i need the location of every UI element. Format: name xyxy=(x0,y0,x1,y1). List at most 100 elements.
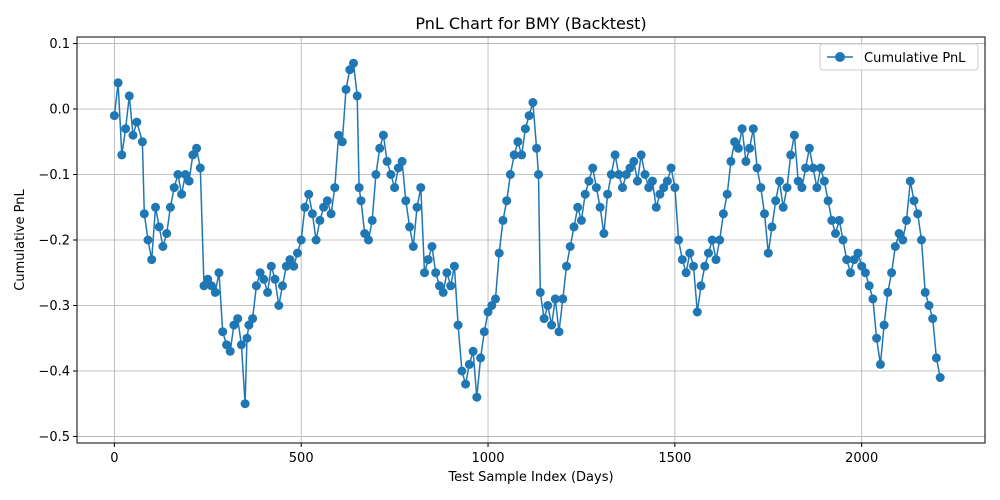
data-point xyxy=(124,91,134,101)
data-point xyxy=(767,222,777,232)
data-point xyxy=(416,183,426,193)
data-point xyxy=(177,189,187,199)
data-point xyxy=(446,281,456,291)
data-point xyxy=(173,170,183,179)
data-point xyxy=(913,209,923,219)
data-point xyxy=(797,183,807,193)
y-tick-label: −0.5 xyxy=(38,430,70,445)
data-point xyxy=(595,202,605,212)
data-point xyxy=(715,235,725,245)
y-axis-label: Cumulative PnL xyxy=(13,189,28,291)
legend-marker xyxy=(835,52,845,62)
data-point xyxy=(165,202,175,212)
data-point xyxy=(184,176,194,186)
data-point xyxy=(775,176,784,186)
data-point xyxy=(483,307,493,317)
x-axis-ticks: 0 500 1000 1500 2000 xyxy=(110,443,878,466)
data-point xyxy=(707,235,717,245)
y-tick-label: −0.4 xyxy=(38,364,70,379)
data-point xyxy=(307,209,317,219)
data-point xyxy=(700,261,710,271)
x-tick-label: 500 xyxy=(289,451,314,466)
data-point xyxy=(584,176,594,186)
data-point xyxy=(547,320,557,330)
data-point xyxy=(887,268,897,278)
data-point xyxy=(491,294,500,304)
data-point xyxy=(842,255,852,265)
data-point xyxy=(349,58,358,68)
data-point xyxy=(875,359,885,369)
data-point xyxy=(778,202,788,212)
data-point xyxy=(162,229,172,238)
data-point xyxy=(390,183,400,193)
data-point xyxy=(464,359,474,369)
data-point xyxy=(330,183,340,193)
data-point xyxy=(513,137,523,147)
data-point xyxy=(812,183,822,193)
data-point xyxy=(539,314,549,324)
data-point xyxy=(240,399,250,409)
data-point xyxy=(479,327,489,337)
data-point xyxy=(236,340,246,350)
data-point xyxy=(397,156,407,166)
data-point xyxy=(427,242,437,251)
data-point xyxy=(730,137,740,147)
data-point xyxy=(356,196,366,206)
data-point xyxy=(606,170,616,179)
data-point xyxy=(677,255,687,265)
data-point xyxy=(528,98,538,107)
data-point xyxy=(132,117,142,127)
data-point xyxy=(636,150,646,160)
data-point xyxy=(453,320,463,330)
x-tick-label: 0 xyxy=(110,451,118,466)
x-axis-label: Test Sample Index (Days) xyxy=(447,470,613,485)
data-point xyxy=(532,143,542,153)
data-point xyxy=(192,143,202,153)
data-point xyxy=(520,124,530,134)
data-point xyxy=(543,301,553,310)
data-point xyxy=(498,215,508,225)
data-point xyxy=(214,268,224,278)
data-point xyxy=(928,314,938,324)
data-point xyxy=(210,287,220,297)
data-point xyxy=(139,209,149,219)
data-point xyxy=(285,255,295,265)
data-point xyxy=(808,163,818,173)
data-point xyxy=(782,183,792,193)
data-point xyxy=(487,301,497,310)
data-point xyxy=(367,215,377,225)
y-tick-label: 0.0 xyxy=(49,103,70,118)
data-point xyxy=(890,242,900,251)
data-point xyxy=(827,215,837,225)
data-point xyxy=(449,261,459,271)
data-point xyxy=(864,281,874,291)
data-point xyxy=(229,320,239,330)
data-point xyxy=(412,202,422,212)
data-point xyxy=(517,150,527,160)
chart-title: PnL Chart for BMY (Backtest) xyxy=(415,14,646,33)
data-point xyxy=(745,143,755,153)
data-point xyxy=(158,242,168,251)
data-point xyxy=(704,248,713,258)
data-point xyxy=(569,222,579,232)
data-point xyxy=(151,202,160,212)
y-tick-label: 0.1 xyxy=(49,37,70,52)
data-point xyxy=(341,84,351,94)
data-point xyxy=(789,130,799,140)
data-point xyxy=(509,150,519,160)
data-point xyxy=(883,287,893,297)
data-point xyxy=(534,170,543,179)
data-point xyxy=(468,346,478,356)
data-point xyxy=(259,274,269,284)
data-point xyxy=(405,222,415,232)
data-point xyxy=(423,255,433,265)
data-point xyxy=(853,248,863,258)
data-point xyxy=(603,189,613,199)
data-point xyxy=(457,366,467,376)
data-point xyxy=(386,170,396,179)
data-point xyxy=(846,268,855,278)
data-point xyxy=(718,209,728,219)
data-point xyxy=(117,150,127,160)
data-point xyxy=(647,176,657,186)
data-point xyxy=(823,196,833,206)
